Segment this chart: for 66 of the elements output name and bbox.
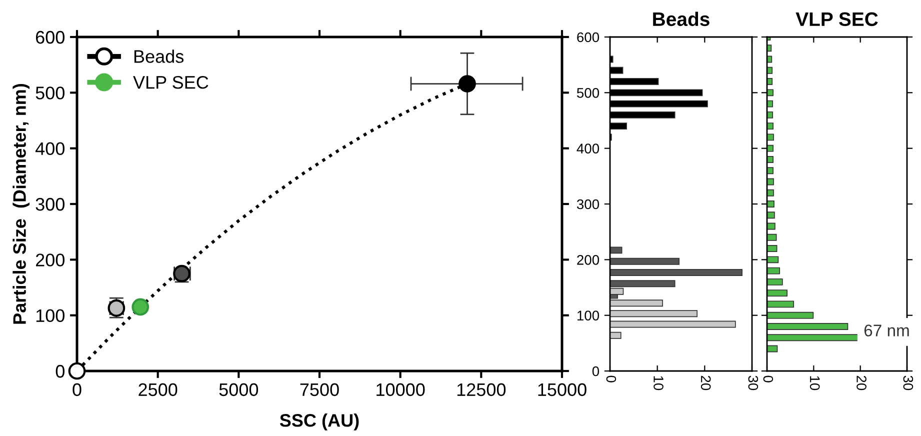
chart-title: Beads xyxy=(653,12,710,26)
bar xyxy=(767,200,774,208)
legend-label: VLP SEC xyxy=(133,76,208,89)
x-tick-label: 7500 xyxy=(300,383,339,396)
y-tick-label: 400 xyxy=(576,144,600,154)
bar xyxy=(767,290,788,297)
bar xyxy=(610,320,736,328)
x-tick-label: 5000 xyxy=(219,383,258,396)
bar xyxy=(767,122,774,130)
bar xyxy=(767,156,774,163)
bar xyxy=(767,167,774,174)
annotation: 67 nm xyxy=(864,324,909,336)
bar xyxy=(767,312,814,319)
x-tick-label: 10000 xyxy=(376,383,425,396)
x-tick-label: 10 xyxy=(654,376,664,390)
bar xyxy=(767,89,774,96)
x-tick-label: 0 xyxy=(763,376,774,382)
x-tick-label: 20 xyxy=(856,376,866,390)
bar xyxy=(610,268,742,276)
bar xyxy=(767,144,774,152)
bar xyxy=(767,134,774,141)
x-tick-label: 0 xyxy=(72,383,82,396)
point xyxy=(132,298,150,316)
bar xyxy=(767,100,774,108)
y-tick-label: 200 xyxy=(577,255,600,265)
x-tick-label: 10 xyxy=(810,376,820,390)
bar xyxy=(610,246,622,254)
bar xyxy=(767,212,775,219)
bar xyxy=(767,278,783,286)
chart-title: VLP SEC xyxy=(796,12,878,26)
y-tick-label: 500 xyxy=(576,88,600,98)
bar xyxy=(767,322,848,330)
y-tick-label: 300 xyxy=(576,199,600,210)
bar xyxy=(767,78,773,86)
bar xyxy=(767,267,780,274)
bar xyxy=(767,300,794,308)
bar xyxy=(767,256,779,264)
y-tick-label: 300 xyxy=(36,198,64,211)
y-tick-label: 600 xyxy=(36,30,64,44)
x-tick-label: 30 xyxy=(748,376,758,390)
bar xyxy=(767,245,778,252)
y-tick-label: 100 xyxy=(36,309,64,322)
bar xyxy=(767,234,777,241)
bar xyxy=(610,332,622,339)
x-tick-label: 12500 xyxy=(457,383,506,396)
y-tick-label: 400 xyxy=(35,142,64,156)
y-tick-label: 600 xyxy=(577,32,600,42)
y-tick-label: 100 xyxy=(577,310,600,321)
bar xyxy=(767,189,774,196)
x-axis-title: SSC (AU) xyxy=(280,414,359,430)
x-tick-label: 15000 xyxy=(538,383,586,396)
bar xyxy=(767,111,774,118)
bar xyxy=(610,258,680,265)
y-tick-label: 200 xyxy=(36,254,64,266)
y-axis-title: Particle Size (Diameter, nm) xyxy=(12,84,30,324)
y-tick-label: 500 xyxy=(36,86,64,100)
legend-label: Beads xyxy=(134,50,184,63)
point xyxy=(68,362,86,380)
bar xyxy=(610,310,698,318)
x-tick-label: 0 xyxy=(606,376,616,382)
bar xyxy=(767,222,776,230)
x-tick-label: 20 xyxy=(700,376,711,390)
point xyxy=(458,75,476,92)
x-tick-label: 30 xyxy=(903,376,914,390)
x-tick-label: 2500 xyxy=(138,383,178,396)
bar xyxy=(767,66,773,74)
